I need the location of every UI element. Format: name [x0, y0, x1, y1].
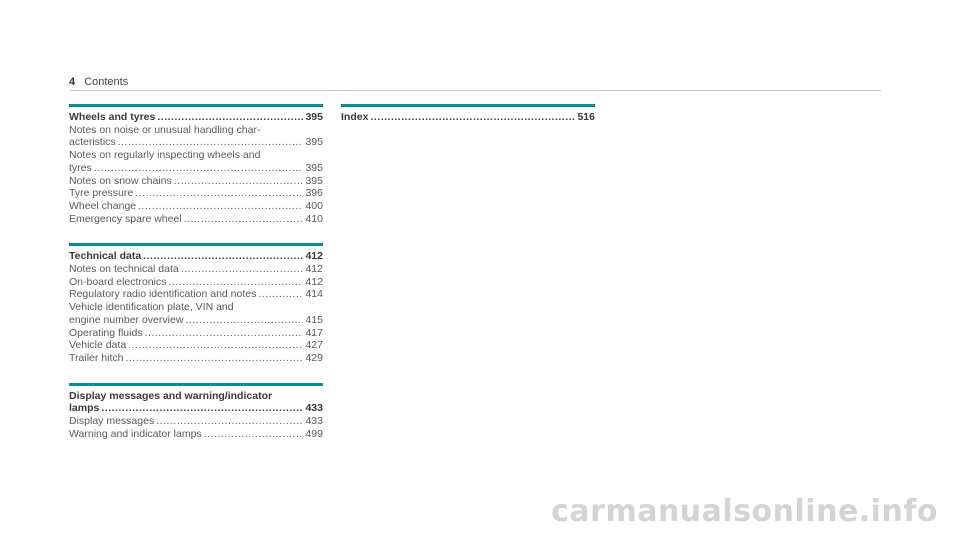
toc-entry[interactable]: Regulatory radio identification and note… [69, 288, 323, 301]
toc-section-display-messages: Display messages and warning/indicator l… [69, 382, 323, 441]
toc-right-column: Index 516 [341, 104, 595, 142]
toc-entry-text: engine number overview [69, 313, 184, 326]
toc-entry-text: tyres [69, 161, 92, 174]
toc-entry[interactable]: Wheel change 400 [69, 200, 323, 213]
toc-entry[interactable]: Notes on regularly inspecting wheels and… [69, 149, 323, 174]
toc-entry[interactable]: Warning and indicator lamps 499 [69, 428, 323, 441]
toc-entry-page: 395 [305, 161, 323, 174]
toc-entry[interactable]: Trailer hitch 429 [69, 352, 323, 365]
toc-entry[interactable]: Notes on snow chains 395 [69, 175, 323, 188]
toc-entry-line: Vehicle identification plate, VIN and [69, 301, 234, 314]
section-rule [69, 104, 323, 107]
toc-entry-text: Tyre pressure [69, 187, 134, 200]
page-header: 4 Contents [69, 76, 881, 91]
dot-leader [138, 200, 303, 213]
toc-heading[interactable]: Index 516 [341, 111, 595, 124]
section-rule [69, 382, 323, 386]
toc-entry-page: 499 [305, 427, 323, 440]
toc-section-technical-data: Technical data 412 Notes on technical da… [69, 243, 323, 364]
dot-leader [94, 162, 303, 175]
toc-heading[interactable]: Display messages and warning/indicator l… [69, 390, 323, 415]
toc-entry-line: Notes on regularly inspecting wheels and [69, 149, 261, 162]
dot-leader [143, 250, 303, 263]
toc-left-column: Wheels and tyres 395 Notes on noise or u… [69, 104, 323, 458]
dot-leader [185, 314, 303, 327]
toc-entry-page: 412 [305, 275, 323, 288]
dot-leader [204, 428, 303, 441]
toc-entry-page: 395 [305, 136, 323, 149]
toc-entry-text: Notes on technical data [69, 263, 179, 276]
toc-heading-text: Index [341, 111, 369, 123]
toc-heading-page: 412 [305, 250, 323, 263]
dot-leader [184, 213, 303, 226]
toc-heading[interactable]: Technical data 412 [69, 250, 323, 263]
dot-leader [145, 327, 303, 340]
toc-heading-page: 395 [305, 111, 323, 123]
toc-entry-text: Operating fluids [69, 326, 143, 339]
toc-heading-text: Wheels and tyres [69, 111, 156, 123]
toc-section-index: Index 516 [341, 104, 595, 124]
toc-heading-page: 516 [577, 111, 595, 123]
dot-leader [128, 339, 303, 352]
toc-entry-text: Wheel change [69, 199, 137, 212]
toc-entry-text: Display messages [69, 415, 155, 428]
toc-entry-text: Regulatory radio identification and note… [69, 288, 257, 301]
toc-entry-page: 415 [305, 313, 323, 326]
dot-leader [181, 263, 303, 276]
dot-leader [168, 276, 303, 289]
toc-entry-text: Trailer hitch [69, 351, 124, 364]
toc-entry-text: Emergency spare wheel [69, 212, 182, 225]
toc-entry-text: acteristics [69, 136, 116, 149]
toc-entry-page: 427 [305, 339, 323, 352]
toc-entry[interactable]: Tyre pressure 396 [69, 187, 323, 200]
toc-entry-page: 417 [305, 326, 323, 339]
toc-entry-page: 400 [305, 199, 323, 212]
toc-entry-text: Notes on snow chains [69, 174, 172, 187]
dot-leader [370, 111, 575, 124]
toc-entry-text: Warning and indicator lamps [69, 427, 202, 440]
toc-entry-page: 410 [305, 212, 323, 225]
toc-section-wheels-and-tyres: Wheels and tyres 395 Notes on noise or u… [69, 104, 323, 225]
toc-heading[interactable]: Wheels and tyres 395 [69, 111, 323, 124]
dot-leader [101, 402, 303, 415]
toc-entry[interactable]: Operating fluids 417 [69, 327, 323, 340]
dot-leader [125, 352, 303, 365]
toc-entry-page: 395 [305, 174, 323, 187]
toc-heading-line: Display messages and warning/indicator [69, 389, 273, 402]
toc-entry-page: 412 [305, 263, 323, 276]
page-title: Contents [84, 76, 129, 88]
watermark: carmanualsonline.info [551, 494, 938, 529]
toc-heading-text: lamps [69, 402, 100, 415]
dot-leader [118, 136, 303, 149]
toc-entry[interactable]: Notes on noise or unusual handling char-… [69, 124, 323, 149]
toc-heading-page: 433 [305, 402, 323, 415]
toc-entry[interactable]: Vehicle identification plate, VIN and en… [69, 301, 323, 326]
toc-entry[interactable]: Notes on technical data 412 [69, 263, 323, 276]
dot-leader [258, 288, 303, 301]
toc-entry-page: 414 [305, 288, 323, 301]
dot-leader [174, 175, 303, 188]
section-rule [341, 104, 595, 107]
toc-entry[interactable]: Display messages 433 [69, 415, 323, 428]
toc-entry-line: Notes on noise or unusual handling char- [69, 123, 261, 136]
toc-entry-page: 433 [305, 415, 323, 428]
page-number: 4 [69, 76, 76, 88]
section-rule [69, 243, 323, 247]
dot-leader [135, 187, 303, 200]
dot-leader [156, 415, 303, 428]
toc-entry[interactable]: Emergency spare wheel 410 [69, 213, 323, 226]
toc-heading-text: Technical data [69, 250, 142, 263]
toc-entry[interactable]: Vehicle data 427 [69, 339, 323, 352]
toc-entry-text: Vehicle data [69, 339, 127, 352]
toc-entry[interactable]: On-board electronics 412 [69, 276, 323, 289]
toc-entry-text: On-board electronics [69, 275, 167, 288]
toc-entry-page: 396 [305, 187, 323, 200]
dot-leader [157, 111, 303, 124]
toc-entry-page: 429 [305, 351, 323, 364]
